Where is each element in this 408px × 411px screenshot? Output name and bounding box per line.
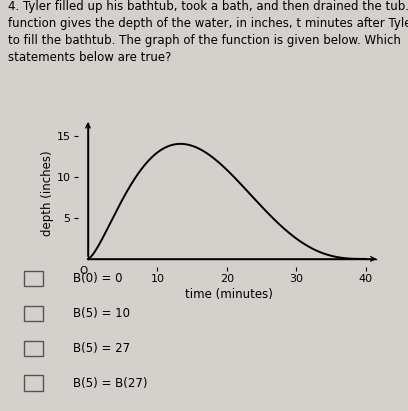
Text: B(0) = 0: B(0) = 0: [73, 272, 123, 285]
Text: O: O: [80, 266, 88, 275]
Y-axis label: depth (inches): depth (inches): [41, 150, 54, 236]
Bar: [24, 306, 43, 321]
Text: B(5) = 10: B(5) = 10: [73, 307, 131, 320]
Bar: [24, 376, 43, 391]
Text: 4. Tyler filled up his bathtub, took a bath, and then drained the tub. The
funct: 4. Tyler filled up his bathtub, took a b…: [8, 0, 408, 64]
Bar: [24, 341, 43, 356]
Text: B(5) = 27: B(5) = 27: [73, 342, 131, 355]
Bar: [24, 271, 43, 286]
Text: B(5) = B(27): B(5) = B(27): [73, 377, 148, 390]
X-axis label: time (minutes): time (minutes): [184, 288, 273, 301]
